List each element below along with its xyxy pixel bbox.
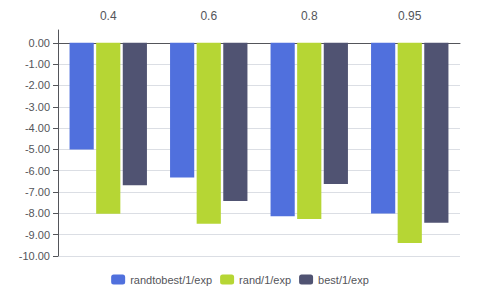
svg-text:0.95: 0.95 [398, 9, 422, 23]
svg-text:randtobest/1/exp: randtobest/1/exp [130, 274, 212, 286]
svg-text:best/1/exp: best/1/exp [318, 274, 369, 286]
svg-text:-10.00: -10.00 [19, 250, 50, 262]
svg-text:-6.00: -6.00 [25, 165, 50, 177]
svg-text:0.8: 0.8 [301, 9, 318, 23]
svg-text:-1.00: -1.00 [25, 58, 50, 70]
svg-text:-7.00: -7.00 [25, 186, 50, 198]
svg-text:-4.00: -4.00 [25, 122, 50, 134]
svg-text:rand/1/exp: rand/1/exp [239, 274, 291, 286]
svg-text:0.4: 0.4 [100, 9, 117, 23]
svg-text:0.00: 0.00 [29, 37, 50, 49]
svg-text:-9.00: -9.00 [25, 229, 50, 241]
svg-text:-8.00: -8.00 [25, 207, 50, 219]
svg-text:-2.00: -2.00 [25, 79, 50, 91]
svg-text:-5.00: -5.00 [25, 143, 50, 155]
svg-text:-3.00: -3.00 [25, 101, 50, 113]
svg-text:0.6: 0.6 [200, 9, 217, 23]
